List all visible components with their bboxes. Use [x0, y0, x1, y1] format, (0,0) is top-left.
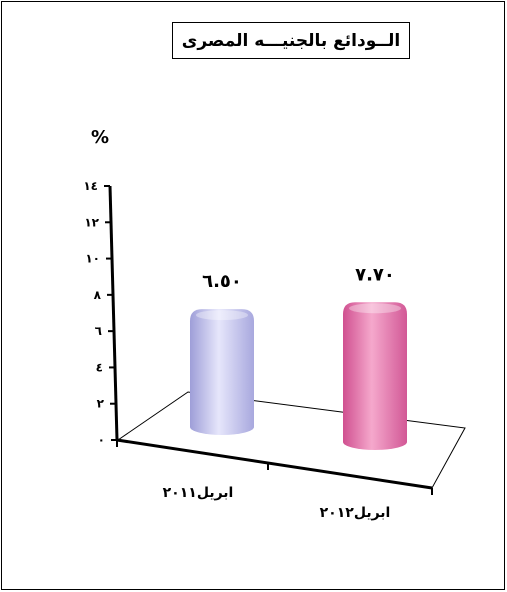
y-ticks: ٠ ٢ ٤ ٦ ٨ ١٠ ١٢ ١٤: [83, 179, 117, 447]
bars: [190, 302, 407, 450]
bar-highlight: [349, 303, 401, 314]
bar-highlight: [196, 310, 248, 321]
data-label: ٦.٥٠: [202, 271, 242, 292]
y-tick-label: ٤: [96, 360, 103, 374]
y-axis-unit-label: %: [91, 127, 109, 148]
y-tick-label: ١٤: [83, 179, 98, 193]
y-tick-label: ١٠: [85, 252, 100, 266]
category-label: ابريل٢٠١١: [163, 485, 234, 501]
category-labels: ابريل٢٠١١ ابريل٢٠١٢: [163, 485, 391, 521]
chart-floor: [116, 391, 466, 489]
bar: [343, 302, 407, 450]
y-tick-label: ٠: [98, 433, 105, 447]
data-labels: ٦.٥٠ ٧.٧٠: [202, 264, 395, 292]
bar-body: [190, 309, 254, 435]
y-axis: [108, 185, 119, 441]
y-tick-label: ٢: [97, 397, 105, 411]
chart-title-box: الــودائع بالجنيـــه المصرى: [172, 22, 410, 59]
chart-title: الــودائع بالجنيـــه المصرى: [181, 30, 401, 51]
data-label: ٧.٧٠: [355, 264, 395, 285]
bar-body: [343, 302, 407, 450]
y-tick-label: ١٢: [84, 215, 99, 229]
x-axis: [116, 438, 433, 490]
bar: [190, 309, 254, 435]
y-tick-label: ٨: [94, 288, 102, 302]
y-tick-label: ٦: [95, 324, 102, 338]
category-label: ابريل٢٠١٢: [320, 505, 391, 521]
